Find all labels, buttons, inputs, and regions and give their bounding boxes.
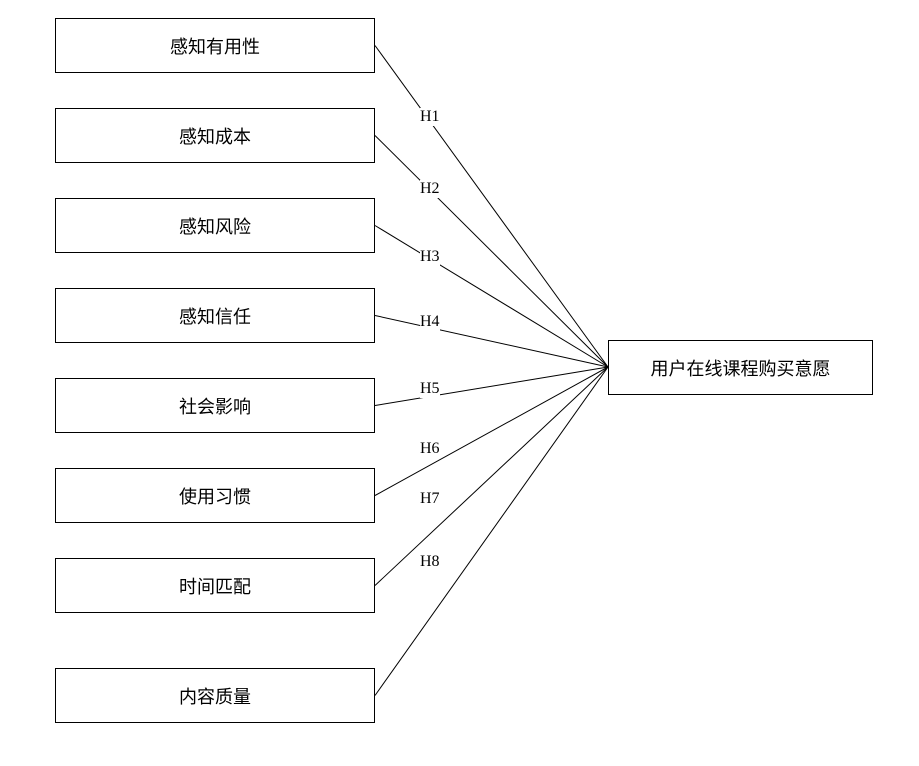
factor-node-4: 感知信任 [55,288,375,343]
factor-node-1: 感知有用性 [55,18,375,73]
edge-label-h2: H2 [420,180,440,198]
edge-line [375,226,608,368]
factor-node-7: 时间匹配 [55,558,375,613]
edge-line [375,316,608,368]
factor-node-8-label: 内容质量 [179,683,251,709]
edge-line [375,367,608,406]
edge-label-h3: H3 [420,248,440,266]
factor-node-5-label: 社会影响 [179,393,251,419]
target-node-label: 用户在线课程购买意愿 [651,355,831,381]
factor-node-2-label: 感知成本 [179,123,251,149]
factor-node-3: 感知风险 [55,198,375,253]
factor-node-6: 使用习惯 [55,468,375,523]
factor-node-8: 内容质量 [55,668,375,723]
edge-label-h6: H6 [420,440,440,458]
edge-label-h8: H8 [420,553,440,571]
factor-node-3-label: 感知风险 [179,213,251,239]
factor-node-7-label: 时间匹配 [179,573,251,599]
edge-line [375,46,608,368]
edge-line [375,367,608,586]
factor-node-1-label: 感知有用性 [170,33,260,59]
target-node: 用户在线课程购买意愿 [608,340,873,395]
factor-node-5: 社会影响 [55,378,375,433]
edge-label-h1: H1 [420,108,440,126]
edge-line [375,367,608,496]
factor-node-2: 感知成本 [55,108,375,163]
edge-line [375,367,608,696]
factor-node-6-label: 使用习惯 [179,483,251,509]
edge-label-h4: H4 [420,313,440,331]
edge-line [375,136,608,368]
edge-label-h7: H7 [420,490,440,508]
factor-node-4-label: 感知信任 [179,303,251,329]
edge-label-h5: H5 [420,380,440,398]
